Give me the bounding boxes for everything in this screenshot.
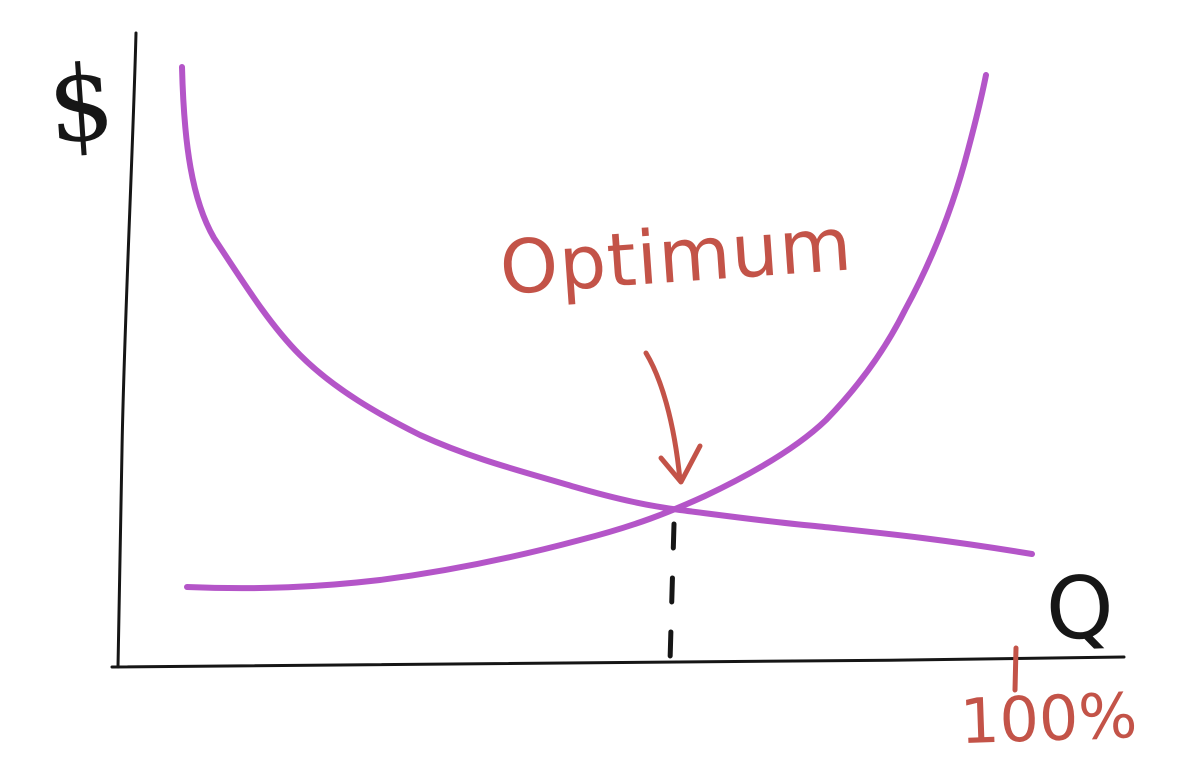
y-axis-label: $ [43, 40, 119, 168]
optimum-arrow-head [658, 443, 703, 485]
y-axis-line [116, 31, 138, 669]
marker-100-label: 100% [958, 678, 1139, 759]
decreasing-cost-curve [179, 64, 1035, 557]
x-axis-label: Q [1044, 557, 1116, 661]
increasing-cost-curve [184, 72, 989, 592]
marker-100-tick [1012, 645, 1019, 693]
optimum-dashed-line [667, 521, 677, 665]
x-axis-line [110, 655, 1126, 669]
optimum-arrow-shaft [643, 350, 683, 483]
